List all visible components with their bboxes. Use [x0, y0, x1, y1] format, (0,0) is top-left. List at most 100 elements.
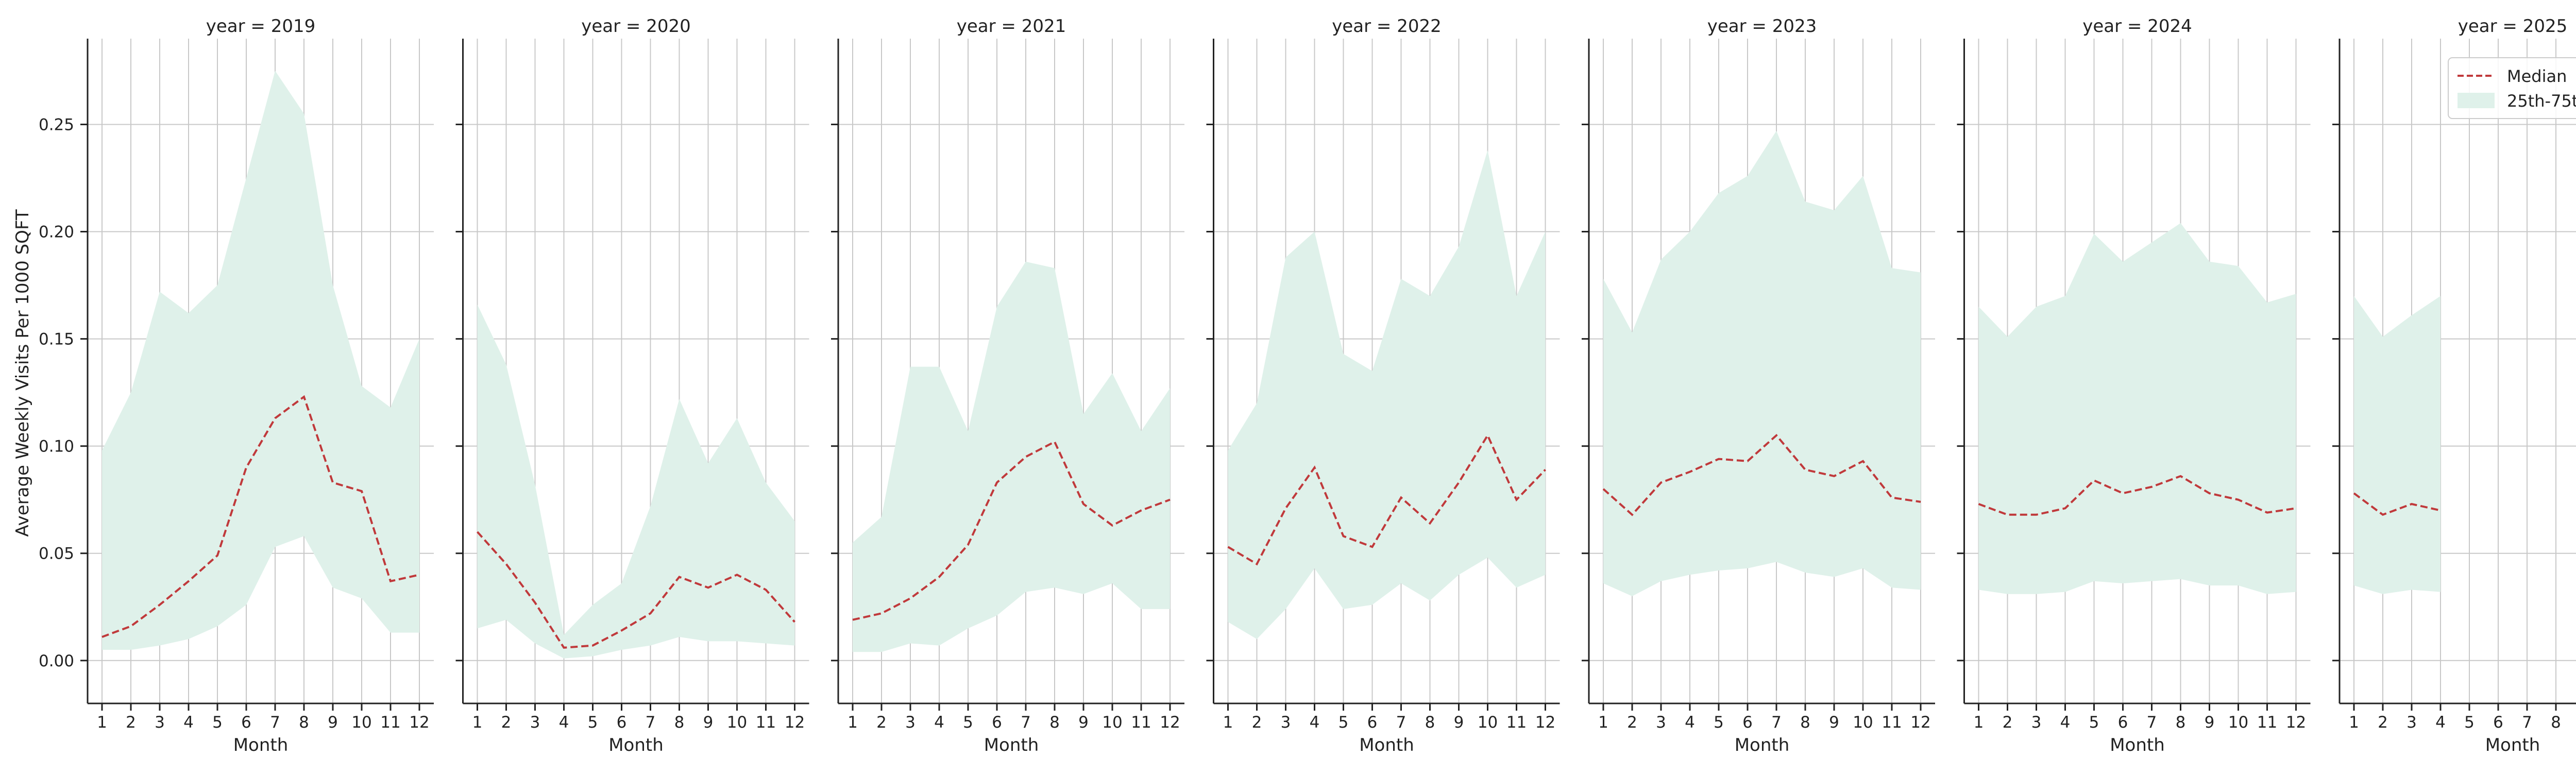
panel-title: year = 2024: [2082, 16, 2192, 37]
x-axis-title: Month: [233, 735, 289, 755]
x-tick-label: 10: [1478, 713, 1498, 732]
percentile-band: [1228, 150, 1546, 640]
x-tick-label: 4: [183, 713, 194, 732]
x-tick-label: 1: [472, 713, 483, 732]
x-tick-label: 6: [2118, 713, 2128, 732]
legend-median-label: Median: [2507, 66, 2567, 86]
panel-title: year = 2022: [1332, 16, 1441, 37]
x-tick-label: 3: [905, 713, 916, 732]
x-tick-label: 11: [1131, 713, 1151, 732]
y-tick-label: 0.00: [39, 652, 74, 670]
x-tick-label: 2: [2378, 713, 2388, 732]
median-line: [101, 395, 420, 638]
x-tick-label: 8: [674, 713, 685, 732]
x-tick-label: 7: [1396, 713, 1406, 732]
x-tick-label: 8: [2551, 713, 2561, 732]
median-line: [852, 440, 1171, 621]
x-tick-label: 1: [1974, 713, 1984, 732]
x-tick-label: 11: [756, 713, 776, 732]
y-tick-label: 0.25: [39, 115, 74, 134]
legend-band-swatch: [2458, 93, 2495, 108]
x-tick-label: 4: [2435, 713, 2446, 732]
x-tick-label: 8: [1800, 713, 1810, 732]
x-tick-label: 4: [2060, 713, 2071, 732]
y-tick-label: 0.15: [39, 330, 74, 349]
median-line: [2353, 492, 2441, 516]
x-tick-label: 11: [1882, 713, 1902, 732]
x-tick-label: 1: [97, 713, 107, 732]
x-tick-label: 10: [1102, 713, 1122, 732]
panel-1: 0.000.050.100.150.200.251 2 3 4 5 6 7 8 9 10 11 12M…: [39, 16, 434, 755]
x-tick-label: 3: [155, 713, 165, 732]
y-axis-title: Average Weekly Visits Per 1000 SQFT: [12, 209, 33, 537]
x-tick-label: 7: [1021, 713, 1031, 732]
x-tick-label: 8: [299, 713, 309, 732]
x-tick-label: 2: [126, 713, 136, 732]
panel-title: year = 2019: [206, 16, 315, 37]
x-tick-label: 2: [2003, 713, 2013, 732]
percentile-band: [102, 71, 419, 650]
percentile-band: [2354, 296, 2441, 594]
x-tick-label: 5: [1338, 713, 1349, 732]
x-tick-label: 3: [530, 713, 540, 732]
percentile-band: [477, 305, 795, 659]
panel-title: year = 2020: [581, 16, 690, 37]
legend: Median 25th-75th Percentile: [2448, 57, 2576, 119]
x-tick-label: 9: [2205, 713, 2215, 732]
x-tick-label: 2: [501, 713, 512, 732]
x-tick-label: 3: [1281, 713, 1291, 732]
panel-title: year = 2021: [957, 16, 1066, 37]
x-tick-label: 6: [617, 713, 627, 732]
x-tick-label: 2: [1252, 713, 1262, 732]
x-tick-label: 11: [2257, 713, 2277, 732]
x-axis-title: Month: [1359, 735, 1414, 755]
x-tick-label: 10: [727, 713, 747, 732]
x-axis-title: Month: [2110, 735, 2165, 755]
x-tick-label: 2: [876, 713, 887, 732]
legend-band-label: 25th-75th Percentile: [2507, 91, 2576, 111]
panel-title: year = 2025: [2458, 16, 2567, 37]
x-tick-label: 10: [2228, 713, 2248, 732]
x-axis-title: Month: [2485, 735, 2540, 755]
x-axis-title: Month: [984, 735, 1039, 755]
median-line: [1978, 475, 2296, 516]
x-tick-label: 11: [1506, 713, 1527, 732]
x-tick-label: 5: [212, 713, 223, 732]
panel-title: year = 2023: [1707, 16, 1817, 37]
x-tick-label: 12: [1160, 713, 1180, 732]
x-tick-label: 6: [1742, 713, 1753, 732]
y-tick-label: 0.10: [39, 438, 74, 456]
x-tick-label: 12: [1910, 713, 1930, 732]
median-line: [477, 531, 795, 649]
x-tick-label: 8: [2176, 713, 2186, 732]
x-tick-label: 8: [1425, 713, 1435, 732]
x-tick-label: 3: [2031, 713, 2042, 732]
x-tick-label: 5: [2464, 713, 2475, 732]
x-tick-label: 6: [241, 713, 251, 732]
x-tick-label: 12: [2286, 713, 2306, 732]
x-tick-label: 5: [1714, 713, 1724, 732]
x-tick-label: 6: [992, 713, 1002, 732]
x-tick-label: 7: [646, 713, 656, 732]
x-tick-label: 1: [848, 713, 858, 732]
x-tick-label: 6: [1367, 713, 1378, 732]
x-tick-label: 12: [409, 713, 429, 732]
y-tick-label: 0.20: [39, 223, 74, 242]
panels: 0.000.050.100.150.200.251 2 3 4 5 6 7 8 9 10 11 12M…: [39, 16, 2576, 755]
x-tick-label: 4: [1310, 713, 1320, 732]
x-tick-label: 12: [785, 713, 805, 732]
x-tick-label: 10: [1853, 713, 1873, 732]
x-tick-label: 12: [1535, 713, 1555, 732]
x-tick-label: 2: [1627, 713, 1637, 732]
x-tick-label: 6: [2493, 713, 2503, 732]
x-axis-title: Month: [608, 735, 664, 755]
x-tick-label: 1: [2349, 713, 2359, 732]
x-tick-label: 7: [2147, 713, 2157, 732]
